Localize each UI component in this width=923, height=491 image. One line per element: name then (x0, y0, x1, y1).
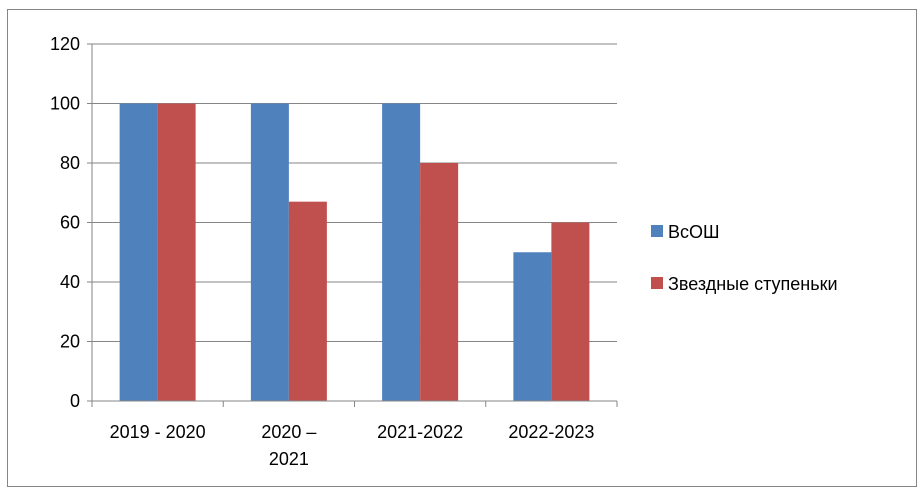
y-tick-label: 40 (60, 272, 80, 292)
bar (288, 201, 327, 401)
y-tick-label: 100 (50, 94, 80, 114)
bar-chart: 0 20 40 60 80 100 120 2019 - 2020 2020 – 2021 2021… (50, 34, 838, 469)
legend-swatch (651, 225, 663, 237)
bar (382, 103, 421, 401)
chart-frame: 0 20 40 60 80 100 120 2019 - 2020 2020 – 2021 2021… (7, 9, 917, 487)
axes: 0 20 40 60 80 100 120 2019 - 2020 2020 – 2021 2021… (50, 34, 618, 469)
bar (119, 103, 158, 401)
bar (157, 103, 196, 401)
legend: ВсОШ Звездные ступеньки (651, 222, 838, 294)
legend-label: Звездные ступеньки (668, 274, 838, 294)
y-tick-label: 0 (70, 391, 80, 411)
x-tick-label: 2022-2023 (508, 422, 594, 442)
x-tick-label: 2019 - 2020 (110, 422, 206, 442)
bars (119, 103, 590, 401)
y-tick-label: 80 (60, 153, 80, 173)
bar (513, 252, 552, 401)
legend-label: ВсОШ (668, 222, 720, 242)
bar (551, 222, 590, 401)
bar (420, 163, 459, 401)
y-tick-label: 120 (50, 34, 80, 54)
x-tick-label: 2021 (269, 449, 309, 469)
y-tick-label: 60 (60, 213, 80, 233)
x-tick-label: 2020 – (261, 422, 316, 442)
x-tick-label: 2021-2022 (377, 422, 463, 442)
bar (250, 103, 289, 401)
legend-swatch (651, 277, 663, 289)
y-tick-label: 20 (60, 332, 80, 352)
